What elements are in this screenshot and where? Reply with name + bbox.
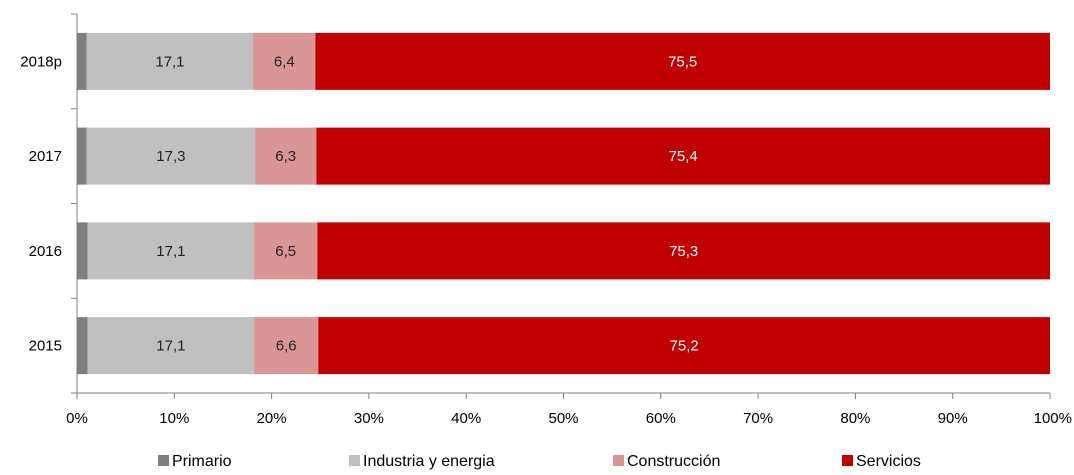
legend-label-3: Servicios bbox=[856, 453, 921, 470]
bar-2018p-series-2 bbox=[253, 32, 316, 90]
category-label-2016: 2016 bbox=[29, 243, 62, 260]
x-tick-label: 100% bbox=[1034, 410, 1072, 427]
x-tick-label: 40% bbox=[451, 410, 481, 427]
legend-label-0: Primario bbox=[172, 453, 232, 470]
x-tick-label: 60% bbox=[646, 410, 676, 427]
legend-label-1: Industria y energia bbox=[363, 453, 495, 470]
legend: Primario Industria y energia Construcción S… bbox=[158, 453, 921, 470]
bar-2017-series-2 bbox=[255, 127, 317, 185]
bar-2018p-series-1 bbox=[86, 32, 254, 90]
data-label-2017-series-3: 75,4 bbox=[669, 148, 698, 165]
x-tick-label: 10% bbox=[159, 410, 189, 427]
data-label-2017-series-2: 6,3 bbox=[275, 148, 296, 165]
category-label-2017: 2017 bbox=[29, 148, 62, 165]
bar-2015-series-1 bbox=[87, 317, 255, 375]
bar-2017-series-0 bbox=[77, 127, 87, 185]
bars-layer: 17,1 6,4 75,5 17,3 6,3 75,4 17,1 6,5 75,3 17,1 6,6… bbox=[77, 32, 1051, 375]
bar-2015-series-0 bbox=[77, 317, 88, 375]
legend-swatch-2 bbox=[613, 455, 624, 466]
x-tick-label: 80% bbox=[840, 410, 870, 427]
bar-2018p-series-3 bbox=[315, 32, 1050, 90]
data-label-2016-series-2: 6,5 bbox=[275, 243, 296, 260]
bar-2016-series-3 bbox=[317, 222, 1050, 280]
bar-2016-series-1 bbox=[87, 222, 255, 280]
bar-2016-series-0 bbox=[77, 222, 88, 280]
data-label-2018p-series-3: 75,5 bbox=[668, 53, 697, 70]
data-label-2015-series-1: 17,1 bbox=[156, 338, 185, 355]
bar-2015-series-3 bbox=[318, 317, 1051, 375]
x-tick-label: 90% bbox=[938, 410, 968, 427]
bar-2017-series-1 bbox=[86, 127, 256, 185]
data-label-2016-series-1: 17,1 bbox=[156, 243, 185, 260]
data-label-2016-series-3: 75,3 bbox=[669, 243, 698, 260]
data-label-2015-series-2: 6,6 bbox=[276, 338, 297, 355]
legend-swatch-1 bbox=[349, 455, 360, 466]
x-tick-label: 20% bbox=[257, 410, 287, 427]
data-label-2015-series-3: 75,2 bbox=[670, 338, 699, 355]
legend-swatch-0 bbox=[158, 455, 169, 466]
data-label-2018p-series-1: 17,1 bbox=[155, 53, 184, 70]
bar-2017-series-3 bbox=[316, 127, 1050, 185]
bar-2016-series-2 bbox=[254, 222, 318, 280]
category-label-2015: 2015 bbox=[29, 338, 62, 355]
axes-layer: 2018p 2017 2016 2015 0% 10% 20% 30% 40% 50% 60% 70%… bbox=[20, 13, 1072, 427]
legend-label-2: Construcción bbox=[627, 453, 720, 470]
bar-2018p-series-0 bbox=[77, 32, 87, 90]
x-tick-label: 0% bbox=[66, 410, 88, 427]
bar-2015-series-2 bbox=[254, 317, 319, 375]
category-label-2018p: 2018p bbox=[20, 53, 62, 70]
legend-swatch-3 bbox=[842, 455, 853, 466]
x-tick-label: 30% bbox=[354, 410, 384, 427]
data-label-2018p-series-2: 6,4 bbox=[274, 53, 295, 70]
x-tick-label: 50% bbox=[548, 410, 578, 427]
data-label-2017-series-1: 17,3 bbox=[156, 148, 185, 165]
x-tick-label: 70% bbox=[743, 410, 773, 427]
